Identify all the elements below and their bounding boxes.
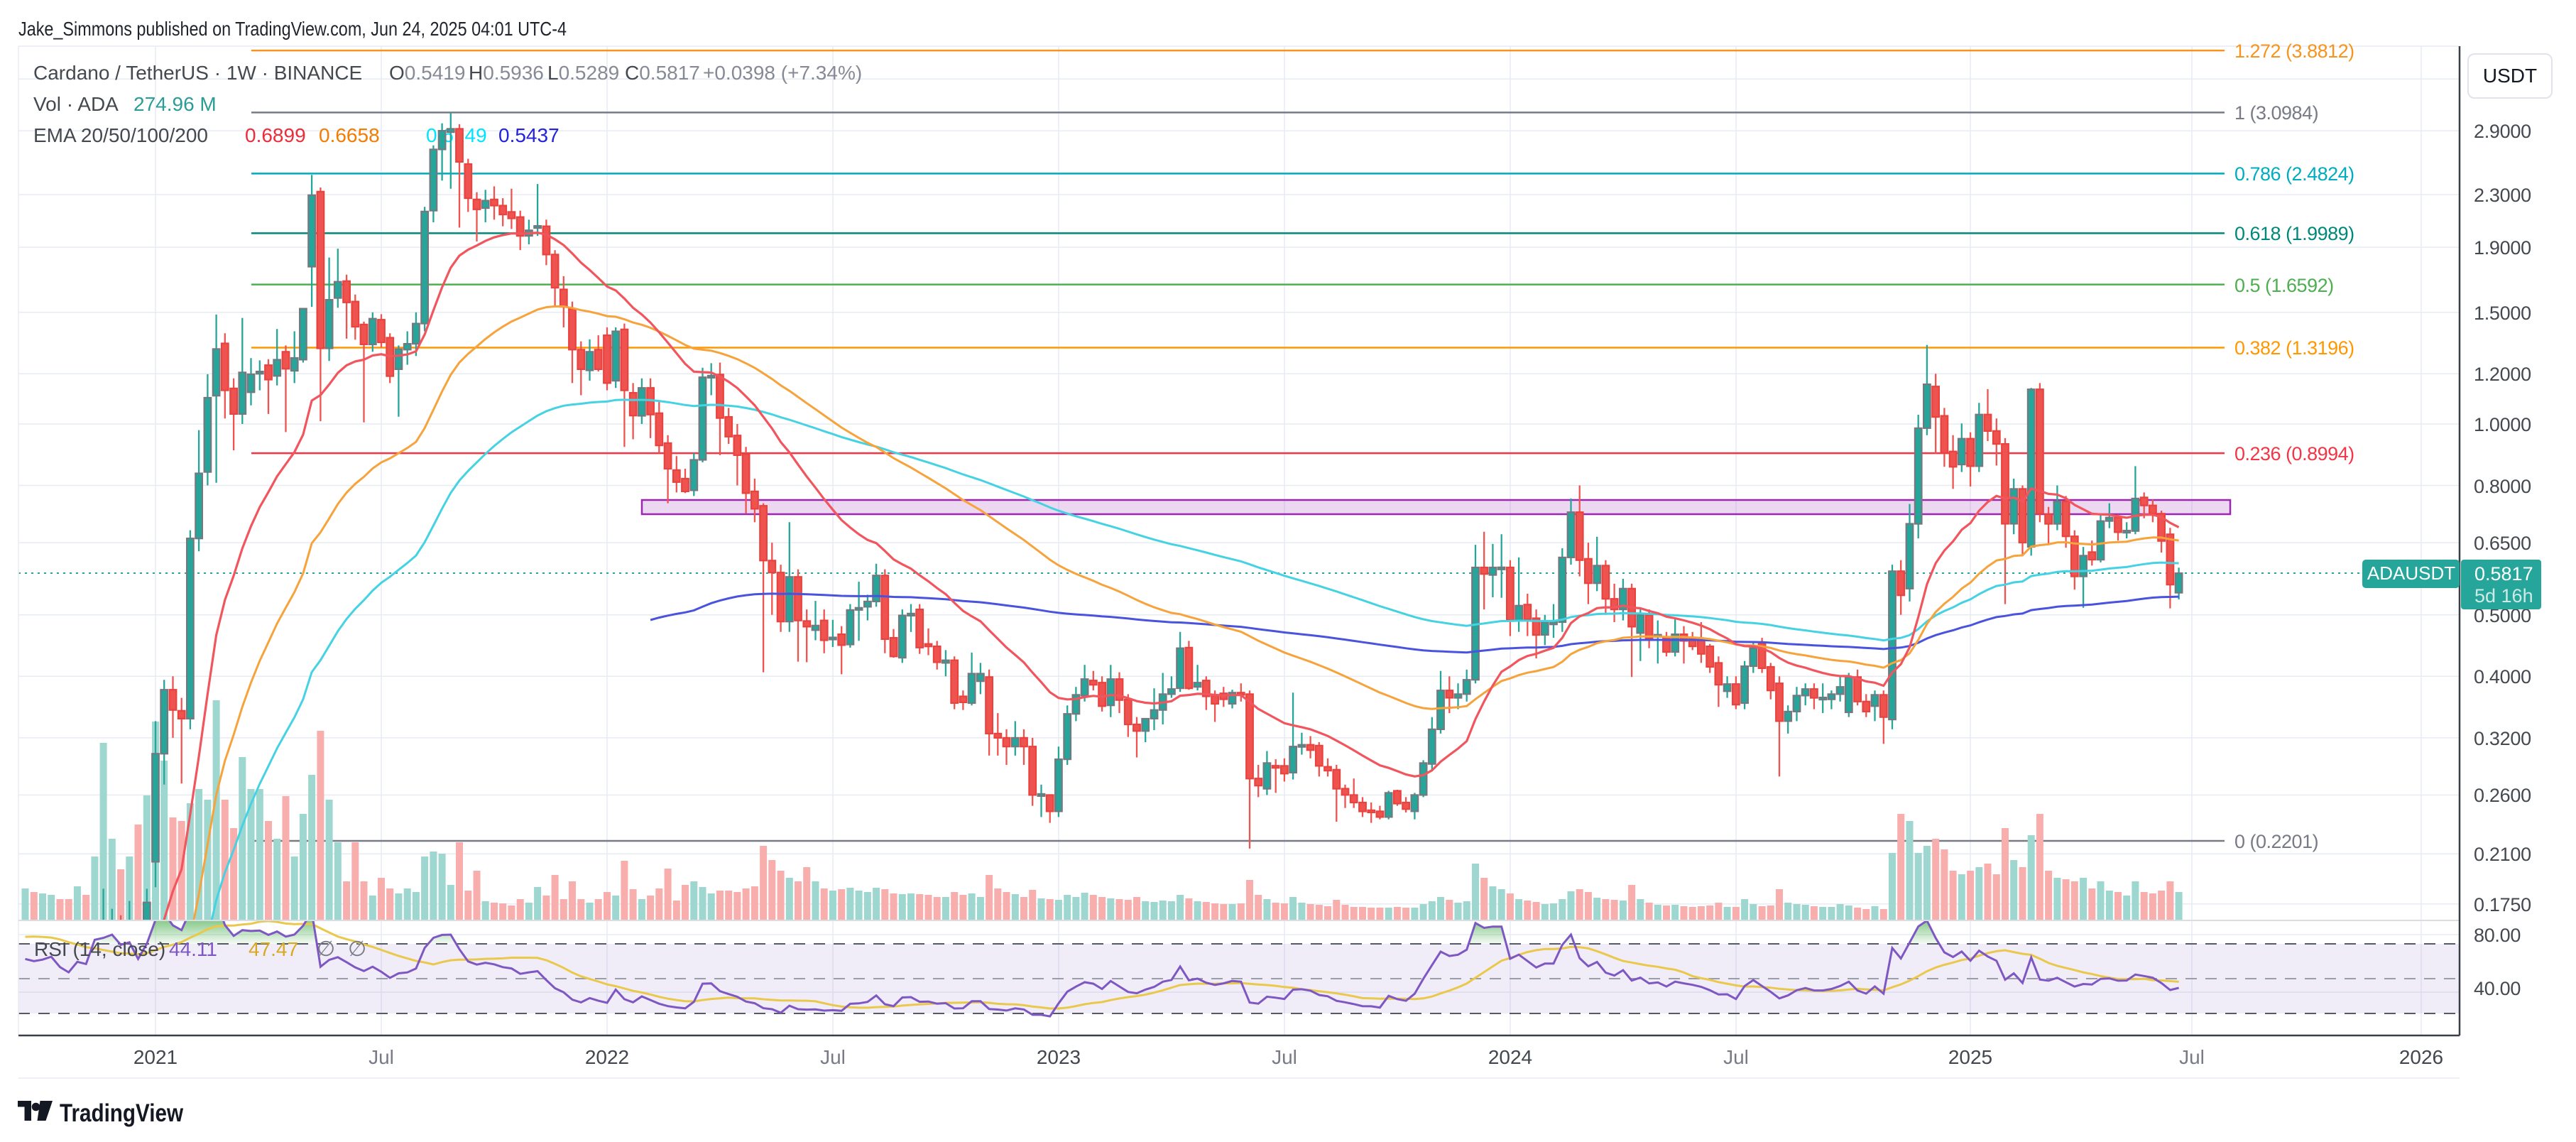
svg-text:40.00: 40.00 (2474, 978, 2521, 999)
svg-text:47.47: 47.47 (249, 938, 298, 960)
svg-text:USDT: USDT (2483, 65, 2537, 87)
svg-text:0.6500: 0.6500 (2474, 533, 2531, 554)
svg-text:0.1750: 0.1750 (2474, 894, 2531, 915)
svg-text:Jul: Jul (1723, 1046, 1749, 1068)
svg-text:1.272 (3.8812): 1.272 (3.8812) (2234, 40, 2354, 62)
svg-text:0.5437: 0.5437 (498, 124, 560, 146)
svg-text:0.4000: 0.4000 (2474, 666, 2531, 687)
svg-text:2022: 2022 (585, 1046, 629, 1068)
svg-text:2.3000: 2.3000 (2474, 185, 2531, 206)
svg-text:80.00: 80.00 (2474, 925, 2521, 946)
svg-text:0.2100: 0.2100 (2474, 844, 2531, 865)
svg-text:∅: ∅ (317, 937, 335, 961)
svg-text:1.9000: 1.9000 (2474, 237, 2531, 259)
svg-text:2.9000: 2.9000 (2474, 121, 2531, 142)
svg-text:+0.0398 (+7.34%): +0.0398 (+7.34%) (703, 62, 862, 84)
svg-text:∅: ∅ (348, 937, 366, 961)
svg-text:Jul: Jul (369, 1046, 394, 1068)
svg-text:ADAUSDT: ADAUSDT (2367, 562, 2455, 584)
svg-text:0.236 (0.8994): 0.236 (0.8994) (2234, 443, 2354, 464)
svg-text:2023: 2023 (1037, 1046, 1081, 1068)
svg-text:0.786 (2.4824): 0.786 (2.4824) (2234, 163, 2354, 185)
svg-text:RSI (14, close): RSI (14, close) (34, 938, 165, 960)
svg-text:0.6658: 0.6658 (319, 124, 380, 146)
svg-text:Jul: Jul (2179, 1046, 2205, 1068)
svg-text:O0.5419: O0.5419 (389, 62, 465, 84)
svg-text:Cardano / TetherUS · 1W · BINA: Cardano / TetherUS · 1W · BINANCE (33, 62, 362, 84)
svg-text:0.5 (1.6592): 0.5 (1.6592) (2234, 275, 2334, 296)
svg-text:L0.5289: L0.5289 (547, 62, 619, 84)
svg-text:0.5817: 0.5817 (2474, 563, 2533, 584)
svg-text:274.96 M: 274.96 M (133, 93, 217, 115)
svg-text:2021: 2021 (133, 1046, 178, 1068)
svg-text:0.618 (1.9989): 0.618 (1.9989) (2234, 223, 2354, 244)
svg-text:1.2000: 1.2000 (2474, 364, 2531, 385)
svg-text:1.5000: 1.5000 (2474, 303, 2531, 324)
svg-text:Jake_Simmons published on Trad: Jake_Simmons published on TradingView.co… (18, 18, 567, 40)
svg-text:Vol · ADA: Vol · ADA (33, 93, 119, 115)
svg-text:Jul: Jul (820, 1046, 846, 1068)
svg-text:0.2600: 0.2600 (2474, 785, 2531, 806)
svg-text:2026: 2026 (2399, 1046, 2443, 1068)
svg-text:Jul: Jul (1272, 1046, 1297, 1068)
svg-text:2024: 2024 (1488, 1046, 1532, 1068)
svg-text:C0.5817: C0.5817 (625, 62, 700, 84)
svg-text:0.6899: 0.6899 (245, 124, 306, 146)
svg-text:TradingView: TradingView (60, 1099, 184, 1127)
svg-text:5d 16h: 5d 16h (2474, 585, 2533, 607)
svg-text:44.11: 44.11 (169, 938, 217, 960)
svg-text:EMA 20/50/100/200: EMA 20/50/100/200 (33, 124, 208, 146)
svg-text:0.8000: 0.8000 (2474, 476, 2531, 497)
svg-text:2025: 2025 (1948, 1046, 1992, 1068)
svg-text:H0.5936: H0.5936 (469, 62, 544, 84)
svg-text:0.382 (1.3196): 0.382 (1.3196) (2234, 337, 2354, 359)
svg-text:0 (0.2201): 0 (0.2201) (2234, 831, 2318, 852)
svg-text:1.0000: 1.0000 (2474, 414, 2531, 435)
svg-text:1 (3.0984): 1 (3.0984) (2234, 102, 2318, 124)
svg-text:0.3200: 0.3200 (2474, 728, 2531, 749)
